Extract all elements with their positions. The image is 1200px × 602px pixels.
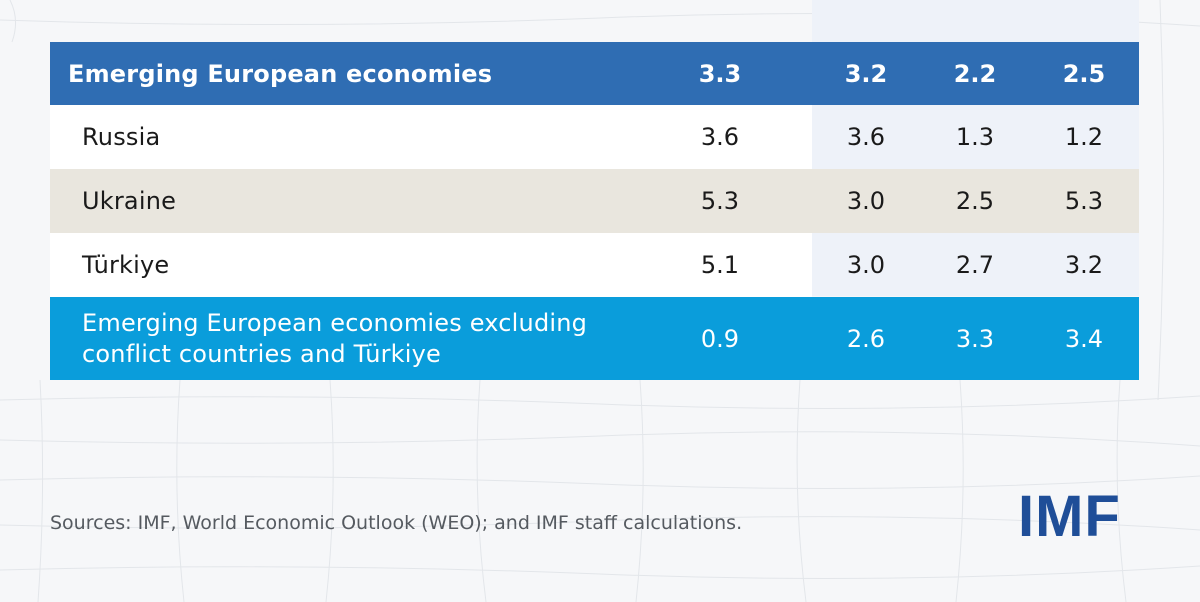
value-cell: 3.0 — [846, 187, 886, 215]
source-note: Sources: IMF, World Economic Outlook (WE… — [50, 512, 743, 534]
row-label: Ukraine — [82, 187, 177, 215]
table-row: Emerging European economies 3.3 3.2 2.2 … — [50, 42, 1139, 105]
value-cell: 1.2 — [1064, 123, 1104, 151]
table-row: Türkiye 5.1 3.0 2.7 3.2 — [50, 233, 1139, 297]
value-cell: 3.6 — [846, 123, 886, 151]
value-cell: 2.6 — [846, 324, 886, 353]
row-label: Emerging European economies excluding co… — [82, 308, 588, 368]
value-cell: 3.3 — [698, 59, 742, 88]
value-cell: 3.3 — [955, 324, 995, 353]
row-label: Türkiye — [82, 251, 170, 279]
imf-logo: IMF — [1018, 484, 1121, 549]
table-row: Russia 3.6 3.6 1.3 1.2 — [50, 105, 1139, 169]
table-row: Ukraine 5.3 3.0 2.5 5.3 — [50, 169, 1139, 233]
value-cell: 2.5 — [1062, 59, 1106, 88]
table-row: Emerging European economies excluding co… — [50, 297, 1139, 380]
value-cell: 3.2 — [844, 59, 888, 88]
value-cell: 3.0 — [846, 251, 886, 279]
value-cell: 3.4 — [1064, 324, 1104, 353]
row-label: Russia — [82, 123, 161, 151]
value-cell: 5.1 — [700, 251, 740, 279]
value-cell: 2.5 — [955, 187, 995, 215]
value-cell: 2.2 — [953, 59, 997, 88]
value-cell: 2.7 — [955, 251, 995, 279]
row-label: Emerging European economies — [68, 59, 493, 88]
value-cell: 3.2 — [1064, 251, 1104, 279]
value-cell: 5.3 — [700, 187, 740, 215]
value-cell: 1.3 — [955, 123, 995, 151]
growth-table: Emerging European economies 3.3 3.2 2.2 … — [50, 42, 1139, 380]
value-cell: 0.9 — [700, 324, 740, 353]
value-cell: 5.3 — [1064, 187, 1104, 215]
value-cell: 3.6 — [700, 123, 740, 151]
